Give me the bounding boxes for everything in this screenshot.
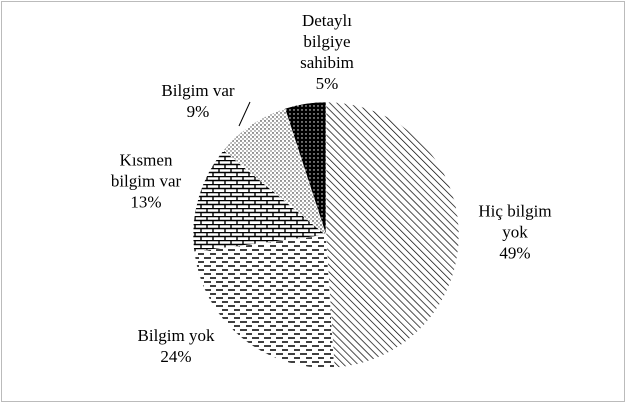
slice-label: Bilgim yok 24% [138, 325, 215, 367]
value-label: 24% [160, 347, 192, 366]
pie-slice [193, 234, 335, 369]
value-label: 9% [186, 102, 210, 121]
slice-label: Bilgim var 9% [161, 80, 234, 122]
value-label: 5% [315, 74, 339, 93]
category-label: Kısmen bilgim var [110, 150, 182, 191]
leader-line [238, 101, 251, 127]
slice-label: Hiç bilgim yok 49% [478, 201, 551, 264]
value-label: 13% [130, 192, 162, 212]
category-label: Detaylı bilgiye sahibim [300, 11, 354, 72]
pie-slice [325, 101, 460, 369]
category-label: Bilgim yok [137, 326, 215, 345]
category-label: Bilgim var [161, 81, 235, 100]
value-label: 49% [499, 243, 531, 263]
pie-slice [192, 149, 327, 252]
category-label: Hiç bilgim yok [478, 201, 552, 242]
slice-label: Detaylı bilgiye sahibim 5% [300, 10, 354, 94]
slice-label: Kısmen bilgim var 13% [111, 150, 181, 213]
pie-slice [284, 101, 327, 236]
